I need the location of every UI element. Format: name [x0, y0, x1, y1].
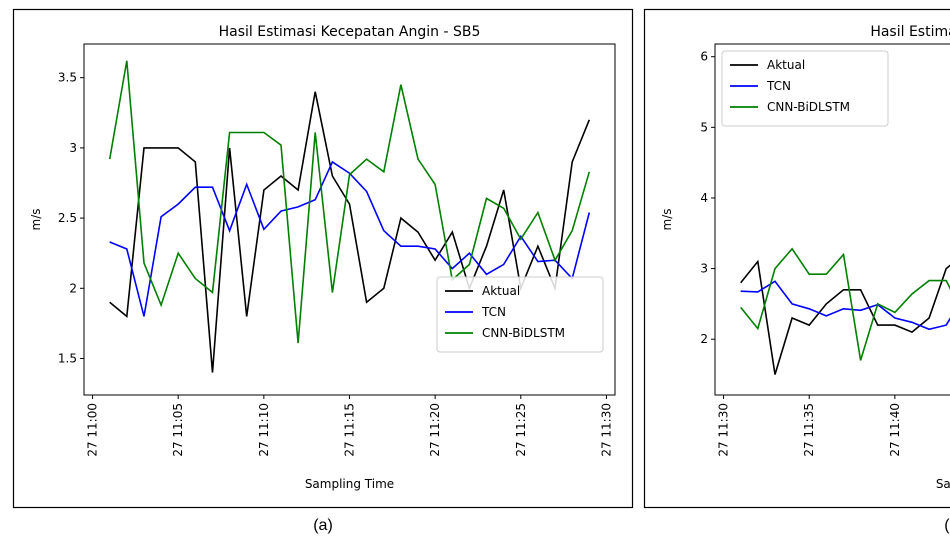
x-tick-label: 27 11:00 [86, 403, 100, 457]
y-tick-label: 2.5 [58, 211, 77, 225]
legend-box [721, 50, 889, 127]
y-axis-label: m/s [29, 209, 43, 231]
legend-label: CNN-BiDLSTM [482, 326, 565, 340]
chart-title: Hasil Estimasi Kecepatan Angin [870, 24, 950, 40]
series-line [740, 259, 950, 375]
x-tick-label: 27 11:15 [343, 403, 357, 457]
series-line [108, 60, 591, 344]
chart-frame [643, 8, 950, 509]
y-tick-label: 5 [700, 120, 708, 134]
x-tick-label: 27 11:25 [514, 403, 528, 457]
y-tick-label: 3 [700, 262, 708, 276]
y-tick-label: 4 [700, 191, 708, 205]
y-tick-label: 6 [700, 50, 708, 64]
caption: (b) [944, 517, 950, 534]
series-line [109, 160, 591, 317]
series-line [109, 91, 591, 373]
x-tick-label: 27 11:05 [171, 403, 185, 457]
x-axis-label: Sampling Time [936, 477, 950, 491]
legend-label: TCN [481, 305, 506, 319]
legend-box [436, 276, 604, 353]
y-axis-label: m/s [660, 209, 674, 231]
x-tick-label: 27 11:20 [428, 403, 442, 457]
legend-label: TCN [766, 79, 791, 93]
y-tick-label: 3.5 [58, 71, 77, 85]
legend-label: Aktual [767, 58, 805, 72]
chart-frame [12, 8, 634, 509]
caption: (a) [313, 517, 333, 534]
x-tick-label: 27 11:40 [888, 403, 902, 457]
legend-label: CNN-BiDLSTM [767, 100, 850, 114]
chart: Hasil Estimasi Kecepatan Angin - SB5 (a) S… [12, 8, 634, 534]
x-tick-label: 27 11:30 [717, 403, 731, 457]
chart-title: Hasil Estimasi Kecepatan Angin - SB5 [219, 24, 481, 40]
x-axis-label: Sampling Time [305, 477, 394, 491]
plot-area [714, 43, 950, 396]
y-tick-label: 3 [69, 141, 77, 155]
y-tick-label: 2 [69, 281, 77, 295]
y-tick-label: 1.5 [58, 351, 77, 365]
plot-area [83, 43, 616, 396]
x-tick-label: 27 11:10 [257, 403, 271, 457]
series-line [740, 247, 950, 361]
legend-label: Aktual [482, 284, 520, 298]
x-tick-label: 27 11:30 [599, 403, 613, 457]
x-tick-label: 27 11:35 [802, 403, 816, 457]
chart: Hasil Estimasi Kecepatan Angin (b) Samplin… [643, 8, 950, 534]
y-tick-label: 2 [700, 332, 708, 346]
